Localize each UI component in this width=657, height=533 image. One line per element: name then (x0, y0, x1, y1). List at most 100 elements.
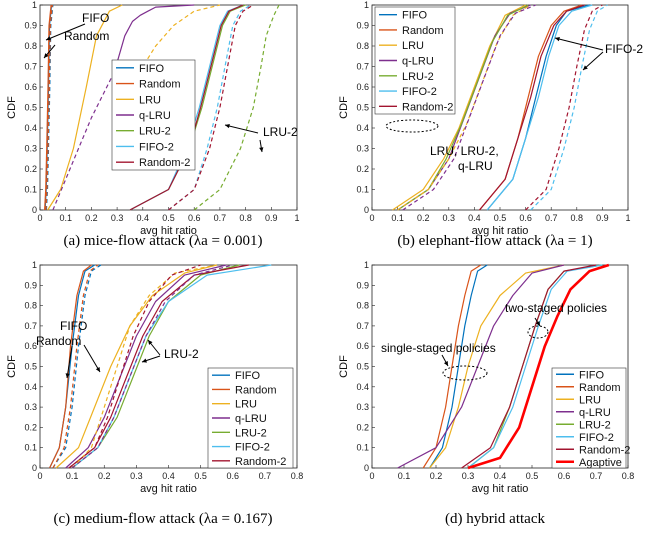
y-tick-label: 0 (32, 205, 37, 215)
y-axis-label: CDF (6, 96, 18, 119)
x-tick-label: 0.4 (137, 213, 150, 223)
legend-entry: Random-2 (235, 456, 286, 468)
y-axis-label: CDF (6, 355, 18, 378)
x-tick-label: 0.9 (596, 213, 609, 223)
y-tick-label: 1 (364, 0, 369, 10)
annotation-label: FIFO (82, 11, 109, 25)
legend-entry: Random (139, 79, 181, 91)
arrow-head (259, 147, 264, 152)
arrow-head (46, 36, 51, 41)
series-line-lru (116, 4, 221, 88)
x-tick-label: 0 (37, 471, 42, 481)
series-line-fifo-2 (486, 4, 593, 211)
y-tick-label: 0.1 (24, 443, 37, 453)
legend-entry: FIFO-2 (139, 141, 174, 153)
legend-entry: q-LRU (235, 413, 267, 425)
annotation-arrow (554, 37, 604, 51)
series-line-fifo-2 (530, 4, 608, 211)
x-tick-label: 0.4 (468, 213, 481, 223)
y-tick-label: 0.9 (356, 280, 369, 290)
x-tick-label: 1 (625, 213, 630, 223)
x-tick-label: 0.8 (239, 213, 252, 223)
x-tick-label: 0.6 (226, 471, 239, 481)
x-tick-label: 0.6 (519, 213, 532, 223)
y-tick-label: 0.6 (24, 82, 37, 92)
y-tick-label: 0.3 (356, 402, 369, 412)
y-tick-label: 0.1 (356, 185, 369, 195)
x-tick-label: 0.5 (194, 471, 207, 481)
x-axis-label: avg hit ratio (472, 483, 529, 495)
legend-entry: q-LRU (579, 407, 611, 419)
legend-entry: Random (235, 384, 277, 396)
legend-entry: FIFO (139, 63, 164, 75)
x-tick-label: 0.7 (545, 213, 558, 223)
y-tick-label: 0.7 (356, 321, 369, 331)
x-tick-label: 0.9 (265, 213, 278, 223)
series-line-fifo (429, 264, 488, 469)
series-line-q-lru (402, 4, 537, 211)
x-tick-label: 0.8 (571, 213, 584, 223)
series-line-lru (55, 264, 217, 469)
legend: FIFO Random LRU q-LRU LRU-2 FIFO-2 Random-2 (207, 367, 294, 469)
y-tick-label: 0.4 (356, 382, 369, 392)
series-line-q-lru (397, 264, 565, 469)
y-tick-label: 0.9 (356, 21, 369, 31)
x-axis-label: avg hit ratio (140, 483, 197, 495)
annotation-arrow (83, 344, 101, 373)
legend: FIFO Random LRU q-LRU LRU-2 FIFO-2 Random-2 (374, 6, 456, 115)
annotation-ellipse (385, 119, 439, 133)
legend-entry: q-LRU (402, 56, 434, 68)
arrow-head (148, 340, 153, 345)
x-tick-label: 0.4 (494, 471, 507, 481)
legend-entry: Random (402, 25, 444, 37)
legend-box (551, 367, 627, 469)
series-line-random-2 (129, 4, 244, 211)
arrow-head (535, 321, 540, 326)
annotation-label: FIFO-2 (605, 42, 643, 56)
panel-caption: (d) hybrid attack (445, 511, 545, 527)
x-tick-label: 0.6 (558, 471, 571, 481)
x-tick-label: 0.6 (188, 213, 201, 223)
series-line-fifo-2 (467, 264, 603, 469)
y-tick-label: 0.8 (24, 41, 37, 51)
arrow-head (443, 361, 448, 366)
x-tick-label: 0.5 (162, 213, 175, 223)
x-tick-label: 0.5 (526, 471, 539, 481)
x-tick-label: 0.1 (391, 213, 404, 223)
y-tick-label: 0.2 (24, 164, 37, 174)
x-axis-label: avg hit ratio (140, 225, 197, 237)
series-line-random-2 (68, 264, 201, 469)
y-tick-label: 0.6 (24, 341, 37, 351)
x-tick-label: 0.3 (111, 213, 124, 223)
series-line-random (49, 264, 92, 469)
y-tick-label: 0.3 (24, 402, 37, 412)
legend: FIFORandomLRUq-LRULRU-2FIFO-2Random-2Aga… (551, 367, 630, 469)
x-tick-label: 0.3 (443, 213, 456, 223)
legend-entry: LRU-2 (235, 427, 267, 439)
chart-panel-3: 0 0.1 0.2 0.3 0.4 0.5 0.6 0.7 0.8 0.9 1 0 0.1 0.2 0.3 0… (6, 260, 303, 527)
annotation-label: two-staged policies (505, 301, 607, 315)
annotation-arrow (224, 124, 259, 134)
series-line-random-2 (479, 4, 585, 211)
annotation-label: FIFO (60, 319, 87, 333)
panel-caption: (b) elephant-flow attack (λa = 1) (397, 233, 592, 249)
x-tick-label: 0.2 (98, 471, 111, 481)
y-tick-label: 0.1 (356, 443, 369, 453)
series-line-lru (47, 4, 123, 211)
panel-caption: (a) mice-flow attack (λa = 0.001) (64, 233, 263, 249)
x-tick-label: 0.3 (130, 471, 143, 481)
arrow-head (65, 373, 70, 378)
y-tick-label: 0.4 (356, 123, 369, 133)
legend-entry: Agaptive (579, 457, 622, 469)
legend-entry: FIFO (235, 370, 260, 382)
series-line-random-2 (461, 264, 597, 469)
x-tick-label: 0.1 (398, 471, 411, 481)
x-tick-label: 0.8 (622, 471, 635, 481)
annotation-label: q-LRU (458, 159, 493, 173)
arrow-head (555, 36, 560, 42)
x-tick-label: 0.8 (291, 471, 304, 481)
x-tick-label: 0.7 (590, 471, 603, 481)
legend: FIFO Random LRU q-LRU LRU-2 FIFO-2 Random-2 (111, 59, 196, 171)
annotation-ellipse (527, 325, 549, 339)
